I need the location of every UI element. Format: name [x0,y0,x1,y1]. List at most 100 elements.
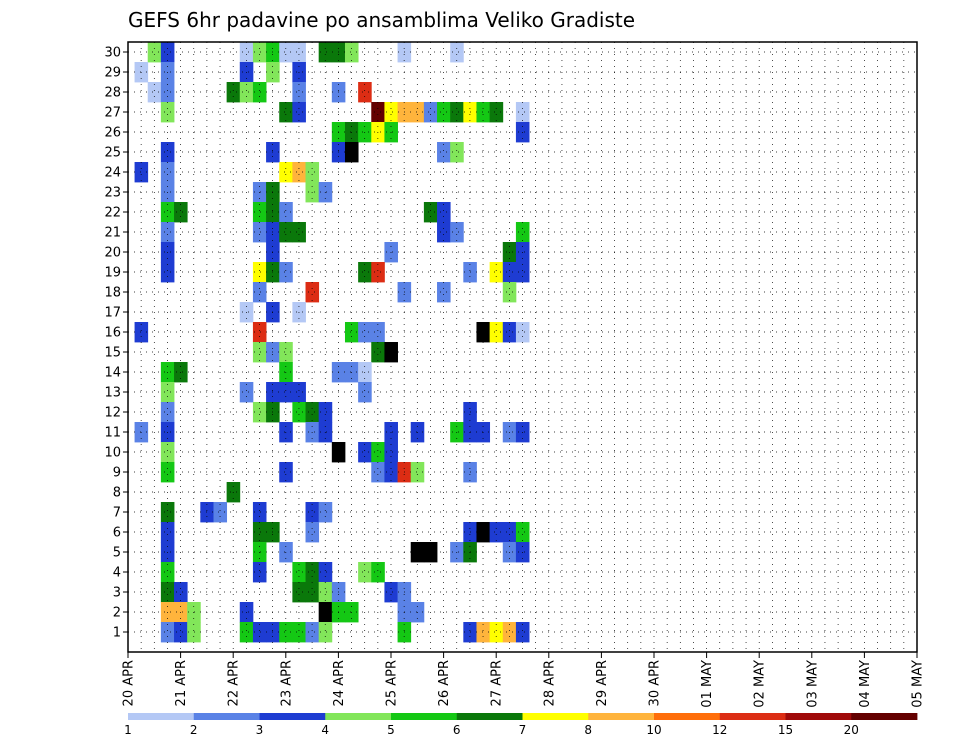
heatmap-cell [305,502,320,523]
y-tick-label: 5 [113,546,121,561]
legend-label: 7 [519,723,527,737]
heatmap-cell [252,522,267,543]
heatmap-cell [515,622,530,643]
legend-label: 3 [256,723,264,737]
heatmap-cell [423,102,438,123]
heatmap-cell [239,382,254,403]
heatmap-cell [252,562,267,583]
heatmap-cell [437,222,451,243]
heatmap-cell [252,322,267,343]
y-tick-label: 22 [104,206,121,221]
heatmap-cell [160,562,175,583]
heatmap-cell [160,102,175,123]
heatmap-cell [371,262,385,283]
heatmap-cell [318,582,333,603]
heatmap-cell [305,282,320,303]
y-tick-label: 10 [104,446,121,461]
x-tick-label: 01 MAY [700,660,715,708]
heatmap-cell [358,322,372,343]
heatmap-cell [358,82,372,103]
heatmap-cell [252,222,267,243]
heatmap-cell [239,82,254,103]
heatmap-cell [489,622,504,643]
heatmap-cell [371,442,385,463]
legend-label: 8 [584,723,592,737]
heatmap-cell [318,502,333,523]
heatmap-cell [279,102,293,123]
legend-swatch [128,713,195,720]
heatmap-cell [502,282,517,303]
heatmap-cell [160,622,175,643]
heatmap-cell [437,102,451,123]
heatmap-cell [476,622,491,643]
chart-title: GEFS 6hr padavine po ansamblima Veliko G… [128,8,635,32]
heatmap-cell [305,622,320,643]
x-tick-label: 26 APR [437,660,452,706]
heatmap-cell [134,322,149,343]
x-tick-label: 24 APR [332,660,347,706]
y-tick-label: 11 [104,426,121,441]
y-tick-label: 9 [113,466,121,481]
y-tick-label: 1 [113,626,121,641]
heatmap-cell [371,322,385,343]
heatmap-cell [252,342,267,363]
heatmap-cell [305,522,320,543]
heatmap-cell [174,202,188,223]
y-tick-label: 23 [104,186,121,201]
legend-label: 1 [124,723,132,737]
y-tick-label: 25 [104,146,121,161]
heatmap-cell [502,522,517,543]
heatmap-cell [252,502,267,523]
heatmap-cell [174,582,188,603]
heatmap-cell [279,222,293,243]
legend-swatch [654,713,721,720]
heatmap-cell [279,342,293,363]
heatmap-cell [252,262,267,283]
heatmap-cell [384,462,398,483]
heatmap-cell [437,282,451,303]
legend-label: 10 [646,723,661,737]
x-tick-label: 29 APR [595,660,610,706]
legend-label: 4 [321,723,329,737]
heatmap-cell [292,162,306,183]
x-tick-label: 20 APR [122,660,137,706]
heatmap-cell [318,622,333,643]
heatmap-cell [279,382,293,403]
heatmap-cell [358,382,372,403]
y-tick-label: 29 [104,66,121,81]
heatmap-cell [279,162,293,183]
y-tick-label: 3 [113,586,121,601]
legend-swatch [719,713,786,720]
y-tick-label: 26 [104,126,121,141]
y-tick-label: 16 [104,326,121,341]
x-tick-label: 22 APR [227,660,242,706]
heatmap-cell [371,462,385,483]
x-tick-label: 21 APR [174,660,189,706]
heatmap-cell [384,102,398,123]
heatmap-cell [344,42,359,63]
y-tick-label: 14 [104,366,121,381]
heatmap-cell [279,262,293,283]
heatmap-cell [134,162,149,183]
heatmap-cell [147,82,162,103]
heatmap-cell [450,222,464,243]
heatmap-cell [279,462,293,483]
legend-swatch [193,713,260,720]
heatmap-cell [437,202,451,223]
heatmap-cell [305,402,320,423]
heatmap-cell [160,222,175,243]
y-tick-label: 19 [104,266,121,281]
heatmap-cell [160,462,175,483]
heatmap-cell [160,142,175,163]
heatmap-cell [160,402,175,423]
heatmap-cell [213,502,228,523]
heatmap-cell [160,582,175,603]
heatmap-cell [279,202,293,223]
heatmap-cell [160,502,175,523]
heatmap-cell [476,522,491,543]
x-tick-label: 05 MAY [911,660,926,708]
legend-swatch [588,713,655,720]
heatmap-cell [489,102,504,123]
heatmap-cell [292,42,306,63]
